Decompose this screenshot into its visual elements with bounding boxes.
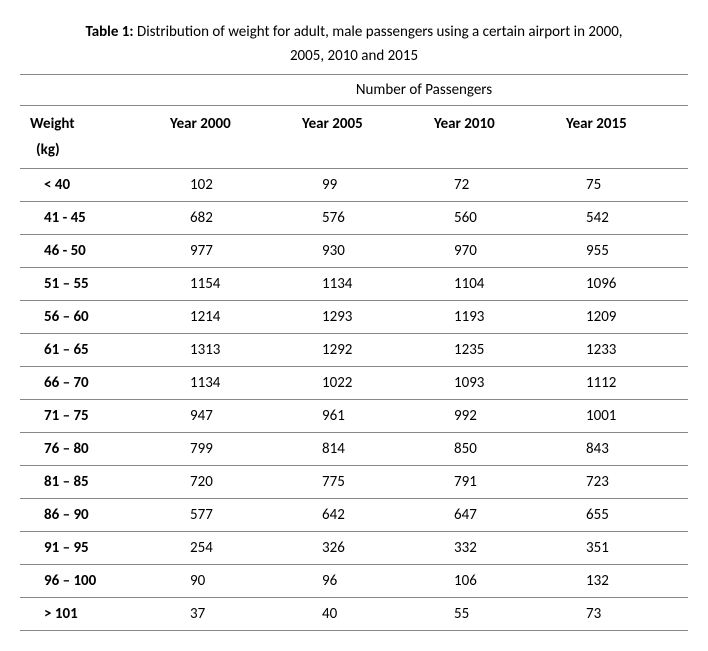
cell-value: 850	[424, 433, 556, 466]
weight-label: Weight	[30, 115, 75, 133]
table-row: 66 – 701134102210931112	[20, 367, 688, 400]
table-row: 56 – 601214129311931209	[20, 301, 688, 334]
cell-value: 961	[292, 400, 424, 433]
caption-line-1: Distribution of weight for adult, male p…	[137, 23, 623, 41]
table-row: 76 – 80799814850843	[20, 433, 688, 466]
table-row: > 10137405573	[20, 598, 688, 631]
cell-value: 720	[160, 466, 292, 499]
cell-value: 1096	[556, 268, 688, 301]
weight-range: 61 – 65	[20, 334, 160, 367]
cell-value: 930	[292, 235, 424, 268]
cell-value: 682	[160, 202, 292, 235]
group-header: Number of Passengers	[160, 75, 688, 106]
weight-range: 56 – 60	[20, 301, 160, 334]
cell-value: 37	[160, 598, 292, 631]
cell-value: 40	[292, 598, 424, 631]
cell-value: 843	[556, 433, 688, 466]
cell-value: 75	[556, 169, 688, 202]
col-year-0: Year 2000	[160, 106, 292, 169]
cell-value: 970	[424, 235, 556, 268]
cell-value: 1134	[292, 268, 424, 301]
cell-value: 96	[292, 565, 424, 598]
data-table: Number of Passengers Weight (kg) Year 20…	[20, 74, 688, 631]
table-row: 71 – 759479619921001	[20, 400, 688, 433]
table-row: 86 – 90577642647655	[20, 499, 688, 532]
table-label: Table 1:	[85, 23, 133, 41]
table-row: 96 – 1009096106132	[20, 565, 688, 598]
weight-range: 51 – 55	[20, 268, 160, 301]
cell-value: 332	[424, 532, 556, 565]
cell-value: 1001	[556, 400, 688, 433]
cell-value: 1104	[424, 268, 556, 301]
cell-value: 655	[556, 499, 688, 532]
cell-value: 814	[292, 433, 424, 466]
cell-value: 90	[160, 565, 292, 598]
cell-value: 1292	[292, 334, 424, 367]
table-row: 91 – 95254326332351	[20, 532, 688, 565]
cell-value: 102	[160, 169, 292, 202]
cell-value: 723	[556, 466, 688, 499]
cell-value: 72	[424, 169, 556, 202]
table-caption: Table 1: Distribution of weight for adul…	[20, 20, 688, 68]
table-row: 46 - 50977930970955	[20, 235, 688, 268]
table-row: 51 – 551154113411041096	[20, 268, 688, 301]
spacer-cell	[20, 75, 160, 106]
cell-value: 254	[160, 532, 292, 565]
cell-value: 992	[424, 400, 556, 433]
cell-value: 642	[292, 499, 424, 532]
table-row: 81 – 85720775791723	[20, 466, 688, 499]
cell-value: 1093	[424, 367, 556, 400]
col-year-1: Year 2005	[292, 106, 424, 169]
weight-range: 96 – 100	[20, 565, 160, 598]
cell-value: 55	[424, 598, 556, 631]
cell-value: 977	[160, 235, 292, 268]
cell-value: 106	[424, 565, 556, 598]
cell-value: 799	[160, 433, 292, 466]
weight-range: 91 – 95	[20, 532, 160, 565]
cell-value: 1193	[424, 301, 556, 334]
cell-value: 560	[424, 202, 556, 235]
cell-value: 1293	[292, 301, 424, 334]
weight-range: 41 - 45	[20, 202, 160, 235]
weight-range: 76 – 80	[20, 433, 160, 466]
weight-range: 81 – 85	[20, 466, 160, 499]
cell-value: 1313	[160, 334, 292, 367]
table-row: 41 - 45682576560542	[20, 202, 688, 235]
cell-value: 542	[556, 202, 688, 235]
cell-value: 1154	[160, 268, 292, 301]
weight-range: 66 – 70	[20, 367, 160, 400]
cell-value: 326	[292, 532, 424, 565]
cell-value: 577	[160, 499, 292, 532]
cell-value: 647	[424, 499, 556, 532]
weight-range: < 40	[20, 169, 160, 202]
col-weight: Weight (kg)	[20, 106, 160, 169]
col-year-3: Year 2015	[556, 106, 688, 169]
cell-value: 132	[556, 565, 688, 598]
cell-value: 791	[424, 466, 556, 499]
cell-value: 99	[292, 169, 424, 202]
weight-range: 71 – 75	[20, 400, 160, 433]
cell-value: 1134	[160, 367, 292, 400]
caption-line-2: 2005, 2010 and 2015	[290, 47, 418, 65]
weight-unit: (kg)	[30, 136, 150, 162]
cell-value: 1022	[292, 367, 424, 400]
table-row: < 40102997275	[20, 169, 688, 202]
cell-value: 1209	[556, 301, 688, 334]
cell-value: 1214	[160, 301, 292, 334]
cell-value: 955	[556, 235, 688, 268]
cell-value: 73	[556, 598, 688, 631]
weight-range: 46 - 50	[20, 235, 160, 268]
cell-value: 1235	[424, 334, 556, 367]
cell-value: 775	[292, 466, 424, 499]
col-year-2: Year 2010	[424, 106, 556, 169]
weight-range: 86 – 90	[20, 499, 160, 532]
table-body: < 4010299727541 - 4568257656054246 - 509…	[20, 169, 688, 631]
table-row: 61 – 651313129212351233	[20, 334, 688, 367]
cell-value: 1233	[556, 334, 688, 367]
cell-value: 351	[556, 532, 688, 565]
cell-value: 1112	[556, 367, 688, 400]
cell-value: 576	[292, 202, 424, 235]
weight-range: > 101	[20, 598, 160, 631]
cell-value: 947	[160, 400, 292, 433]
